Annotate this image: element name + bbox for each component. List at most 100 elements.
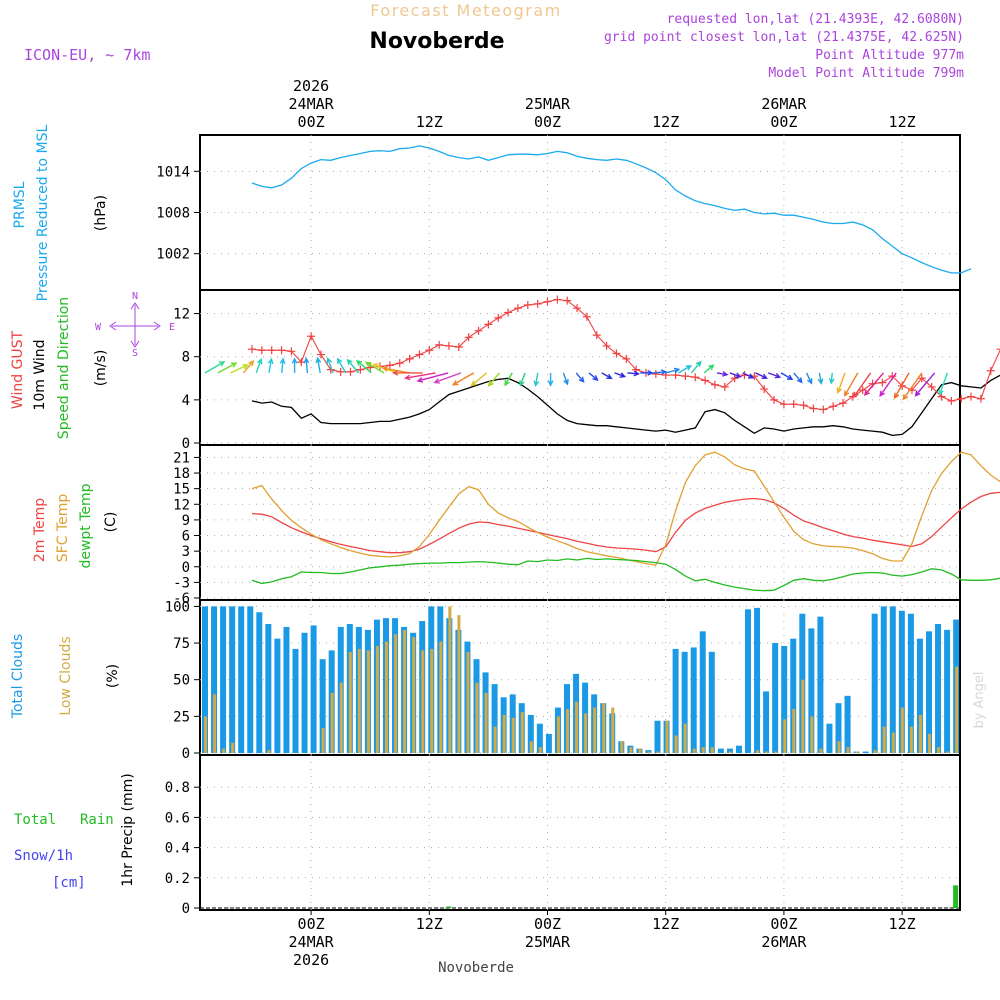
total-cloud-bar bbox=[781, 645, 788, 753]
model-label: ICON-EU, ~ 7km bbox=[24, 46, 150, 64]
wind-arrow bbox=[365, 361, 385, 374]
gust-marker bbox=[484, 320, 493, 329]
wind-arrow bbox=[844, 372, 859, 396]
gust-marker bbox=[967, 392, 976, 401]
temp-ylabel: (C) bbox=[103, 512, 119, 533]
gust-marker bbox=[356, 365, 365, 374]
wind-arrow-head bbox=[248, 360, 255, 367]
y-tick-label: 8 bbox=[182, 350, 190, 366]
wind-arrow-head bbox=[355, 359, 363, 366]
gust-marker bbox=[385, 361, 394, 370]
wind-arrow bbox=[767, 372, 780, 378]
y-tick-label: 25 bbox=[173, 709, 190, 725]
gust-marker bbox=[395, 359, 404, 368]
total-cloud-bar bbox=[935, 623, 942, 753]
low-cloud-bar bbox=[819, 748, 823, 753]
wind-arrow-head bbox=[836, 387, 843, 394]
y-tick-label: 9 bbox=[182, 513, 190, 529]
plot-layer: 10021008101404812-6-30369121518210255075… bbox=[156, 77, 1000, 969]
gust-marker bbox=[504, 308, 513, 317]
wind-arrow bbox=[915, 372, 936, 396]
wind-arrow bbox=[665, 368, 680, 374]
y-tick-label: 0.8 bbox=[165, 780, 190, 796]
low-cloud-bar bbox=[900, 707, 904, 753]
precip-ylabel: 1hr Precip (mm) bbox=[120, 773, 136, 886]
wind-arrow bbox=[230, 364, 248, 374]
y-tick-label: 0 bbox=[182, 560, 190, 576]
wind-arrow-head bbox=[647, 369, 654, 376]
low-cloud-bar bbox=[891, 732, 895, 753]
gust-marker bbox=[248, 345, 256, 354]
temp-label-2m: 2m Temp bbox=[32, 498, 48, 562]
gust-marker bbox=[267, 346, 276, 355]
low-cloud-bar bbox=[556, 716, 560, 753]
wind-arrow-head bbox=[633, 370, 640, 377]
gust-marker bbox=[307, 332, 316, 341]
time-label-top: 00Z bbox=[770, 113, 797, 131]
wind-label-gust: Wind GUST bbox=[10, 330, 26, 409]
gust-marker bbox=[681, 372, 690, 381]
time-label-top: 26MAR bbox=[761, 95, 807, 113]
wind-arrow bbox=[255, 359, 262, 374]
wind-arrow-head bbox=[346, 358, 353, 365]
wind-arrow bbox=[327, 358, 334, 374]
total-cloud-bar bbox=[545, 733, 552, 753]
gust-marker bbox=[494, 313, 503, 322]
low-cloud-bar bbox=[683, 723, 687, 753]
precip-label-snow: Snow/1h bbox=[14, 848, 73, 864]
gust-marker bbox=[612, 349, 621, 358]
gust-line bbox=[251, 298, 1000, 411]
wind-arrow bbox=[471, 372, 488, 386]
gust-marker bbox=[582, 312, 591, 321]
low-cloud-bar bbox=[421, 650, 425, 753]
total-cloud-bar bbox=[247, 606, 254, 753]
gust-marker bbox=[651, 369, 660, 378]
y-tick-label: 0 bbox=[182, 746, 190, 762]
precip-label-total: Total bbox=[14, 812, 56, 828]
low-cloud-bar bbox=[538, 747, 542, 753]
wind-arrow bbox=[417, 372, 449, 382]
low-cloud-bar bbox=[520, 711, 524, 753]
y-tick-label: -6 bbox=[173, 591, 190, 607]
wind-arrow-head bbox=[231, 362, 238, 368]
wind-arrow bbox=[268, 359, 273, 374]
y-tick-label: 12 bbox=[173, 497, 190, 513]
gust-marker bbox=[415, 350, 424, 359]
wind-arrow bbox=[242, 360, 254, 374]
point-altitude: Point Altitude 977m bbox=[815, 48, 964, 63]
wind-arrow bbox=[405, 372, 436, 379]
total-cloud-bar bbox=[880, 606, 887, 753]
total-cloud-bar bbox=[790, 638, 797, 753]
gust-marker bbox=[770, 395, 779, 404]
footer-location: Novoberde bbox=[438, 960, 514, 976]
wind-arrow-head bbox=[774, 372, 782, 379]
precip-label-rain: Rain bbox=[80, 812, 114, 828]
gust-marker bbox=[691, 373, 700, 382]
low-cloud-bar bbox=[855, 751, 859, 753]
gust-marker bbox=[316, 350, 325, 359]
wind-arrow-head bbox=[303, 357, 310, 364]
sfctemp-line bbox=[251, 451, 1000, 566]
low-cloud-bar bbox=[656, 751, 660, 753]
temp-panel-frame bbox=[199, 444, 961, 601]
low-cloud-bar bbox=[339, 682, 343, 753]
time-label-top: 12Z bbox=[889, 113, 916, 131]
low-cloud-bar bbox=[448, 606, 452, 753]
wind-ylabel: (m/s) bbox=[93, 350, 109, 387]
total-cloud-bar bbox=[274, 638, 281, 753]
total-cloud-bar bbox=[735, 745, 742, 753]
wind-arrow bbox=[281, 358, 284, 373]
y-tick-label: 4 bbox=[182, 393, 190, 409]
wind-arrow-head bbox=[391, 369, 399, 376]
low-cloud-bar bbox=[801, 679, 805, 753]
total-cloud-bar bbox=[265, 623, 272, 753]
low-cloud-bar bbox=[846, 747, 850, 753]
gust-marker bbox=[730, 374, 739, 383]
gust-marker bbox=[405, 354, 414, 363]
wind-arrow-head bbox=[708, 364, 715, 371]
wind-arrow-head bbox=[381, 366, 389, 372]
wind-arrow bbox=[434, 372, 462, 384]
low-cloud-bar bbox=[204, 716, 207, 753]
wind-arrow bbox=[534, 372, 539, 386]
low-cloud-bar bbox=[638, 748, 642, 753]
